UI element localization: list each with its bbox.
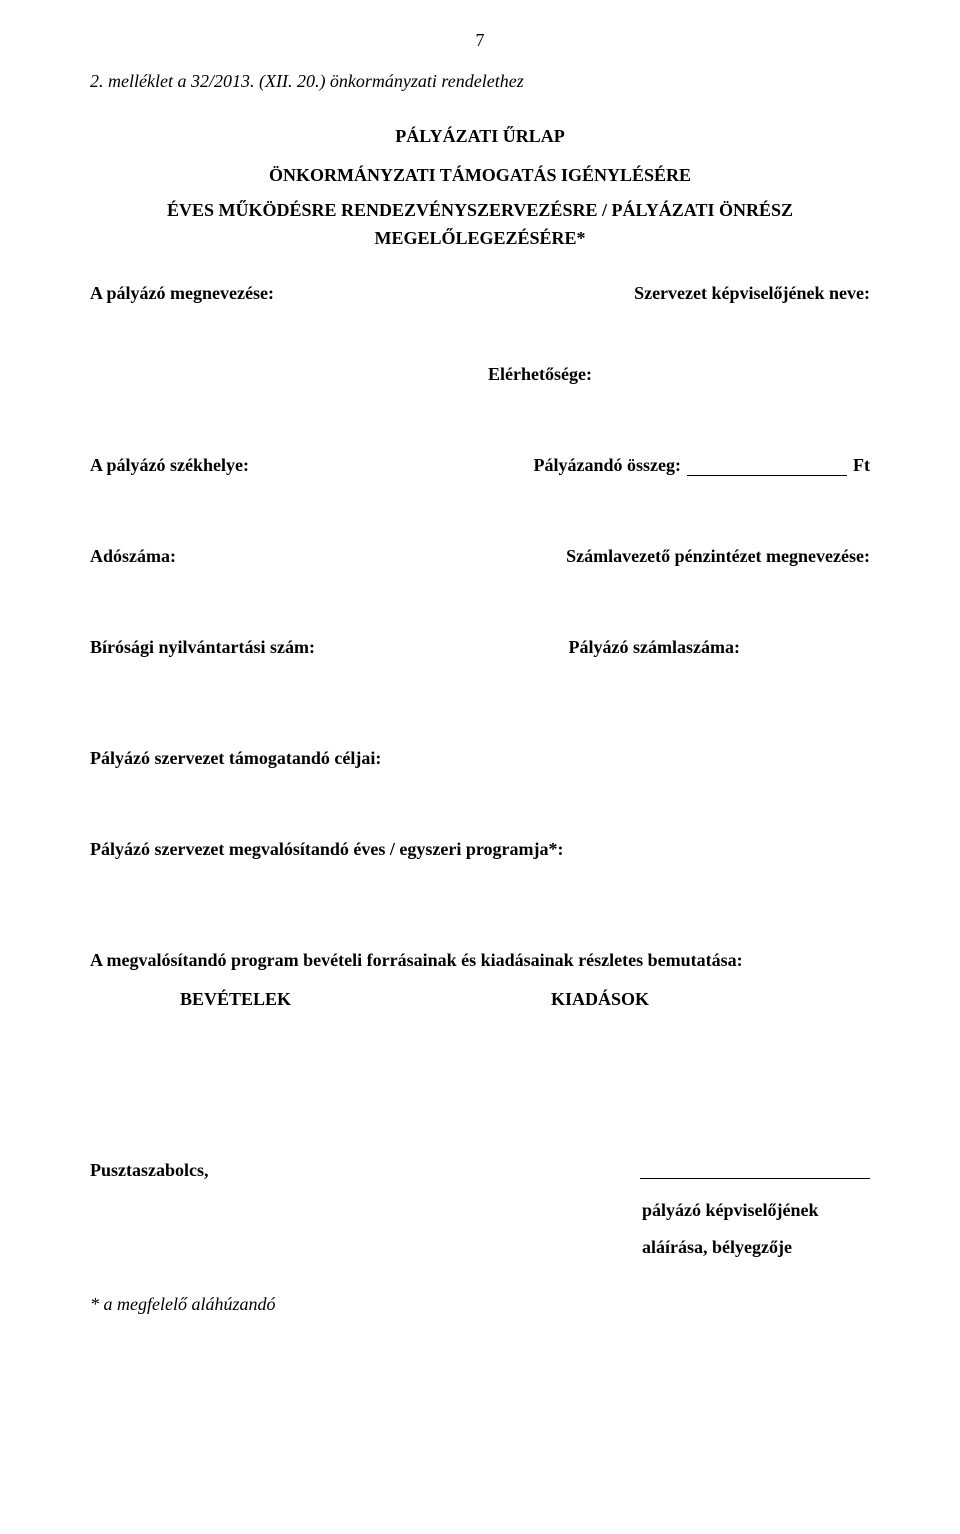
amount-unit: Ft: [853, 455, 870, 476]
tax-label: Adószáma:: [90, 546, 176, 567]
title-block: PÁLYÁZATI ŰRLAP ÖNKORMÁNYZATI TÁMOGATÁS …: [90, 122, 870, 253]
row-court-account: Bírósági nyilvántartási szám: Pályázó sz…: [90, 637, 870, 658]
title-line-1: PÁLYÁZATI ŰRLAP: [90, 122, 870, 151]
amount-field: Pályázandó összeg: Ft: [534, 455, 871, 476]
bank-label: Számlavezető pénzintézet megnevezése:: [566, 546, 870, 567]
program-label: Pályázó szervezet megvalósítandó éves / …: [90, 839, 870, 860]
seat-label: A pályázó székhelye:: [90, 455, 249, 476]
amount-blank-line: [687, 457, 847, 476]
row-place-signature: Pusztaszabolcs,: [90, 1160, 870, 1184]
row-applicant-rep: A pályázó megnevezése: Szervezet képvise…: [90, 283, 870, 304]
account-label: Pályázó számlaszáma:: [569, 637, 740, 658]
amount-label: Pályázandó összeg:: [534, 455, 682, 476]
financials-label: A megvalósítandó program bevételi forrás…: [90, 950, 870, 971]
revenue-label: BEVÉTELEK: [180, 989, 291, 1010]
expense-label: KIADÁSOK: [551, 989, 649, 1010]
row-revenue-expense: BEVÉTELEK KIADÁSOK: [90, 989, 870, 1010]
signature-caption: pályázó képviselőjének aláírása, bélyegz…: [642, 1200, 870, 1258]
title-line-2: ÖNKORMÁNYZATI TÁMOGATÁS IGÉNYLÉSÉRE: [90, 161, 870, 190]
regulation-reference: 2. melléklet a 32/2013. (XII. 20.) önkor…: [90, 71, 870, 92]
applicant-name-label: A pályázó megnevezése:: [90, 283, 274, 304]
page-container: 7 2. melléklet a 32/2013. (XII. 20.) önk…: [0, 0, 960, 1534]
signature-caption-line2: aláírása, bélyegzője: [642, 1237, 870, 1258]
place-label: Pusztaszabolcs,: [90, 1160, 209, 1181]
footnote: * a megfelelő aláhúzandó: [90, 1294, 870, 1315]
signature-line: [640, 1160, 870, 1179]
page-number: 7: [90, 30, 870, 51]
title-line-3: ÉVES MŰKÖDÉSRE RENDEZVÉNYSZERVEZÉSRE / P…: [90, 196, 870, 254]
row-seat-amount: A pályázó székhelye: Pályázandó összeg: …: [90, 455, 870, 476]
row-tax-bank: Adószáma: Számlavezető pénzintézet megne…: [90, 546, 870, 567]
goals-label: Pályázó szervezet támogatandó céljai:: [90, 748, 870, 769]
court-reg-label: Bírósági nyilvántartási szám:: [90, 637, 315, 658]
contact-label: Elérhetősége:: [488, 364, 870, 385]
org-rep-label: Szervezet képviselőjének neve:: [634, 283, 870, 304]
signature-caption-line1: pályázó képviselőjének: [642, 1200, 870, 1221]
